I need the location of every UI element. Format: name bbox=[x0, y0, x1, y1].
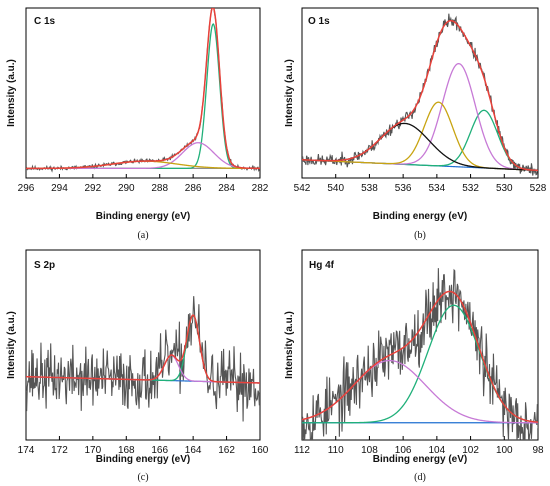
panel-a-ylabel: Intensity (a.u.) bbox=[6, 59, 17, 127]
panel-c-xtick-label: 174 bbox=[18, 445, 35, 456]
panel-c-xtick-label: 172 bbox=[51, 445, 68, 456]
panel-d-xtick-label: 106 bbox=[395, 445, 412, 456]
panel-d-xtick-label: 112 bbox=[294, 445, 310, 456]
panel-b: O 1s Intensity (a.u.) Binding energy (eV… bbox=[284, 7, 547, 241]
panel-d-raw-spectrum bbox=[302, 268, 538, 440]
panel-c-series bbox=[26, 296, 260, 422]
panel-c-xtick-label: 170 bbox=[85, 445, 102, 456]
panel-b-fit-envelope bbox=[302, 19, 538, 172]
panel-a-title: C 1s bbox=[34, 16, 56, 27]
panel-c-frame bbox=[25, 249, 261, 441]
panel-b-xtick-label: 538 bbox=[361, 183, 378, 194]
panel-a-x-axis: 296 294 292 290 288 286 284 282 bbox=[18, 174, 269, 194]
panel-c-xtick-label: 168 bbox=[118, 445, 135, 456]
panel-a-component-peak-2 bbox=[26, 142, 260, 170]
panel-d-title: Hg 4f bbox=[309, 260, 335, 271]
panel-b-xtick-label: 536 bbox=[395, 183, 412, 194]
panel-d-xtick-label: 98 bbox=[532, 445, 544, 456]
panel-b-label: (b) bbox=[414, 230, 426, 241]
panel-c-xtick-label: 160 bbox=[252, 445, 269, 456]
panel-d-x-axis: 112 110 108 106 104 102 100 98 bbox=[294, 436, 544, 456]
panel-b-frame bbox=[301, 7, 539, 179]
panel-b-xlabel: Binding energy (eV) bbox=[373, 211, 467, 222]
panel-d-fit-envelope bbox=[302, 290, 538, 423]
panel-c-fit-envelope bbox=[26, 314, 260, 384]
panel-d-xtick-label: 108 bbox=[361, 445, 378, 456]
panel-a-xtick-label: 296 bbox=[18, 183, 35, 194]
panel-a-xtick-label: 282 bbox=[252, 183, 269, 194]
panel-d-series bbox=[302, 268, 538, 440]
panel-c-title: S 2p bbox=[34, 260, 55, 271]
panel-b-xtick-label: 528 bbox=[530, 183, 547, 194]
panel-b-component-peak-2 bbox=[302, 62, 538, 172]
panel-a-fit-envelope bbox=[26, 8, 260, 170]
panel-d-label: (d) bbox=[414, 472, 426, 483]
panel-b-xtick-label: 540 bbox=[327, 183, 344, 194]
panel-b-series bbox=[302, 13, 538, 176]
panel-d-xtick-label: 100 bbox=[496, 445, 513, 456]
panel-c-xtick-label: 166 bbox=[151, 445, 168, 456]
panel-a-label: (a) bbox=[137, 230, 148, 241]
panel-c-raw-spectrum bbox=[26, 296, 260, 422]
panel-a-xtick-label: 284 bbox=[218, 183, 235, 194]
panel-b-raw-spectrum bbox=[302, 13, 538, 176]
panel-a-xtick-label: 294 bbox=[51, 183, 68, 194]
panel-c-xtick-label: 162 bbox=[218, 445, 235, 456]
panel-a-xtick-label: 290 bbox=[118, 183, 135, 194]
panel-a-xlabel: Binding energy (eV) bbox=[96, 211, 190, 222]
panel-a-component-peak-1 bbox=[26, 23, 260, 170]
panel-c-ylabel: Intensity (a.u.) bbox=[6, 311, 17, 379]
panel-a-frame bbox=[25, 7, 261, 179]
panel-b-title: O 1s bbox=[308, 16, 330, 27]
panel-c-x-axis: 174 172 170 168 166 164 162 160 bbox=[18, 436, 269, 456]
panel-b-ylabel: Intensity (a.u.) bbox=[284, 59, 295, 127]
panel-b-xtick-label: 542 bbox=[294, 183, 311, 194]
panel-d-xtick-label: 110 bbox=[328, 445, 344, 456]
panel-b-x-axis: 542 540 538 536 534 532 530 528 bbox=[294, 174, 547, 194]
panel-a-xtick-label: 286 bbox=[185, 183, 202, 194]
panel-b-xtick-label: 532 bbox=[462, 183, 479, 194]
panel-d-frame bbox=[301, 249, 539, 441]
panel-a-series bbox=[26, 8, 260, 173]
panel-b-xtick-label: 530 bbox=[496, 183, 513, 194]
panel-c: S 2p Intensity (a.u.) Binding energy (eV… bbox=[6, 249, 269, 483]
panel-a: C 1s Intensity (a.u.) Binding energy (eV… bbox=[6, 7, 269, 241]
panel-d-xlabel: Binding energy (eV) bbox=[373, 454, 467, 465]
panel-a-xtick-label: 288 bbox=[151, 183, 168, 194]
panel-d-ylabel: Intensity (a.u.) bbox=[284, 311, 295, 379]
panel-c-label: (c) bbox=[137, 472, 148, 483]
panel-a-raw-spectrum bbox=[26, 8, 260, 173]
panel-d-xtick-label: 104 bbox=[429, 445, 446, 456]
panel-a-xtick-label: 292 bbox=[85, 183, 102, 194]
panel-d: Hg 4f Intensity (a.u.) Binding energy (e… bbox=[284, 249, 544, 483]
panel-d-xtick-label: 102 bbox=[462, 445, 479, 456]
panel-c-xtick-label: 164 bbox=[185, 445, 202, 456]
panel-c-xlabel: Binding energy (eV) bbox=[96, 454, 190, 465]
panel-b-xtick-label: 534 bbox=[429, 183, 446, 194]
